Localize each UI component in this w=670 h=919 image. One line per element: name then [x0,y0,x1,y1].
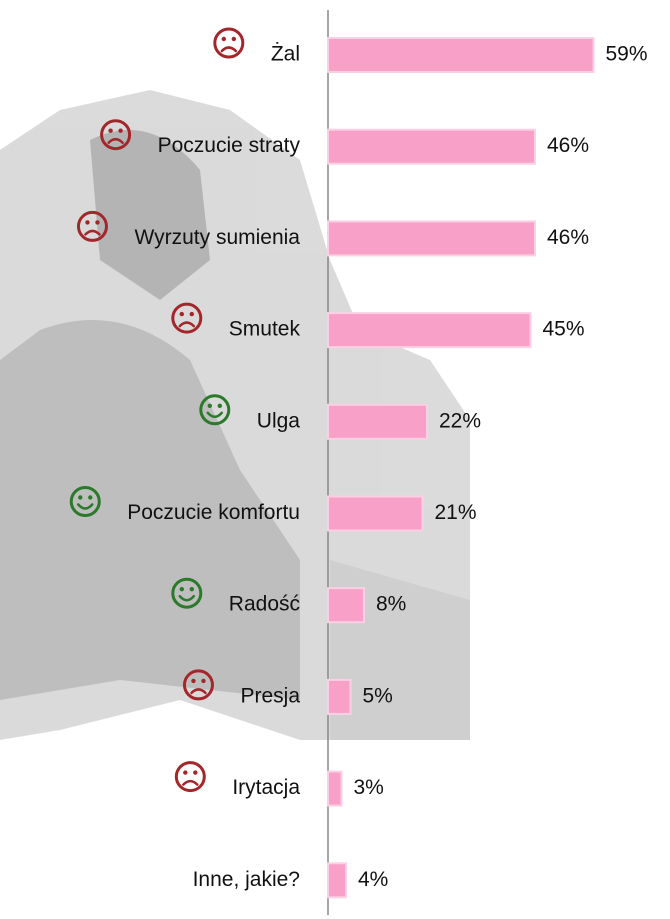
bar [327,678,352,715]
icon-face [199,394,231,426]
icon-mouth [182,779,199,786]
category-label: Poczucie komfortu [127,501,300,524]
icon-eye [85,220,90,225]
icon-mouth [178,594,196,602]
icon-mouth [84,229,101,236]
icon-face [213,27,245,59]
bar [327,403,428,440]
icon-eye [207,403,212,408]
mood-icon [171,577,203,609]
bar [327,495,424,532]
value-label: 22% [439,409,481,432]
icon-face [171,302,203,334]
icon-eye [108,128,113,133]
bar [327,770,343,807]
icon-eye [189,311,194,317]
icon-eye [179,587,184,592]
icon-eye [183,770,188,775]
value-label: 5% [363,684,393,707]
category-label: Ulga [257,409,301,432]
icon-eye [191,678,196,684]
background-photo [0,90,470,740]
icon-eye [221,36,227,42]
icon-face [182,669,214,701]
icon-eye [189,587,194,592]
value-label: 59% [606,43,648,66]
mood-icon [182,669,214,701]
icon-eye [78,495,83,500]
icon-mouth [206,411,224,419]
icon-mouth [190,688,207,695]
icon-eye [201,678,206,684]
mood-icon [76,210,108,242]
icon-face [174,761,206,793]
bar [327,37,595,73]
icon-mouth [220,46,238,53]
category-label: Poczucie straty [158,134,301,157]
icon-eye [217,403,222,408]
icon-eye [88,495,93,500]
category-label: Inne, jakie? [193,868,300,891]
value-label: 4% [358,868,388,891]
icon-eye [193,770,198,775]
icon-mouth [77,503,94,510]
category-label: Irytacja [232,776,300,799]
category-label: Wyrzuty sumienia [134,226,300,249]
icon-face [171,577,203,609]
bar [327,587,365,624]
value-label: 46% [547,226,589,249]
bar [327,220,536,257]
mood-icon [199,394,231,426]
value-label: 3% [354,776,384,799]
mood-icon [213,27,245,59]
value-label: 46% [547,134,589,157]
icon-eye [231,36,237,42]
icon-eye [179,311,184,317]
mood-icon [171,302,203,334]
icon-face [69,486,101,517]
bar [327,312,532,349]
icon-mouth [178,321,196,328]
mood-icon [100,119,132,151]
category-label: Presja [240,684,300,707]
mood-icon [69,486,101,517]
mood-icon [174,761,206,793]
icon-face [76,210,108,242]
bar [327,862,347,899]
icon-face [100,119,132,151]
category-label: Radość [229,593,300,616]
value-label: 21% [435,501,477,524]
value-label: 8% [376,593,406,616]
category-label: Żal [271,43,300,66]
icon-mouth [107,137,124,144]
value-label: 45% [543,318,585,341]
icon-eye [118,128,123,133]
icon-eye [95,220,100,225]
bar [327,128,536,165]
category-label: Smutek [229,318,301,341]
